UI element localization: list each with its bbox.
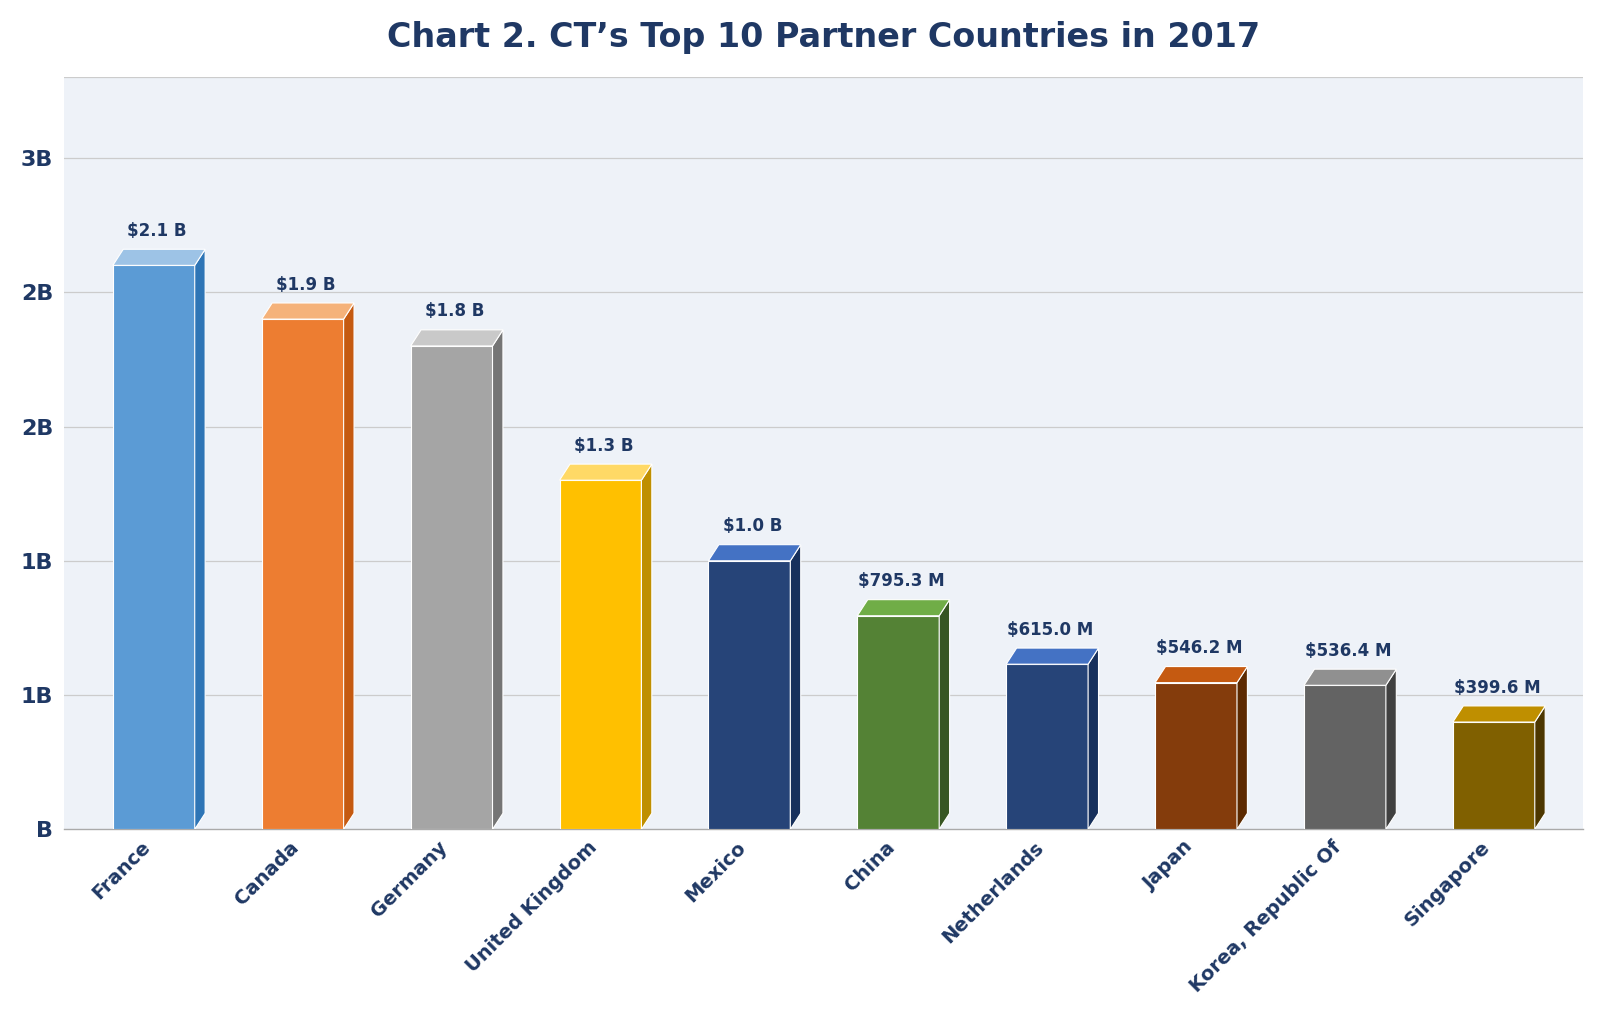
Polygon shape [1535, 706, 1545, 829]
Polygon shape [791, 545, 800, 829]
Text: $1.3 B: $1.3 B [574, 436, 634, 455]
Polygon shape [1155, 666, 1248, 682]
Polygon shape [492, 330, 504, 829]
Polygon shape [1006, 648, 1099, 664]
Text: $546.2 M: $546.2 M [1156, 639, 1243, 657]
Text: $795.3 M: $795.3 M [858, 573, 945, 590]
Text: $1.8 B: $1.8 B [425, 302, 484, 320]
Text: $2.1 B: $2.1 B [127, 222, 186, 240]
Polygon shape [940, 600, 950, 829]
Polygon shape [709, 545, 800, 560]
Polygon shape [1237, 666, 1248, 829]
Polygon shape [642, 464, 651, 829]
Title: Chart 2. CT’s Top 10 Partner Countries in 2017: Chart 2. CT’s Top 10 Partner Countries i… [387, 20, 1261, 54]
Text: $536.4 M: $536.4 M [1304, 642, 1391, 660]
Polygon shape [194, 249, 205, 829]
Polygon shape [1453, 706, 1545, 722]
Polygon shape [261, 319, 343, 829]
Polygon shape [411, 330, 504, 346]
Polygon shape [1006, 664, 1088, 829]
Polygon shape [112, 249, 205, 265]
Text: $1.0 B: $1.0 B [723, 518, 783, 535]
Polygon shape [1304, 669, 1397, 685]
Text: $615.0 M: $615.0 M [1007, 620, 1094, 639]
Polygon shape [343, 303, 354, 829]
Polygon shape [857, 615, 940, 829]
Polygon shape [1453, 722, 1535, 829]
Polygon shape [857, 600, 950, 615]
Polygon shape [112, 265, 194, 829]
Polygon shape [411, 346, 492, 829]
Text: $1.9 B: $1.9 B [276, 276, 335, 294]
Polygon shape [1304, 685, 1386, 829]
Polygon shape [1155, 682, 1237, 829]
Polygon shape [1088, 648, 1099, 829]
Polygon shape [261, 303, 354, 319]
Polygon shape [709, 560, 791, 829]
Polygon shape [1386, 669, 1397, 829]
Text: $399.6 M: $399.6 M [1453, 678, 1540, 697]
Polygon shape [560, 480, 642, 829]
Polygon shape [560, 464, 651, 480]
